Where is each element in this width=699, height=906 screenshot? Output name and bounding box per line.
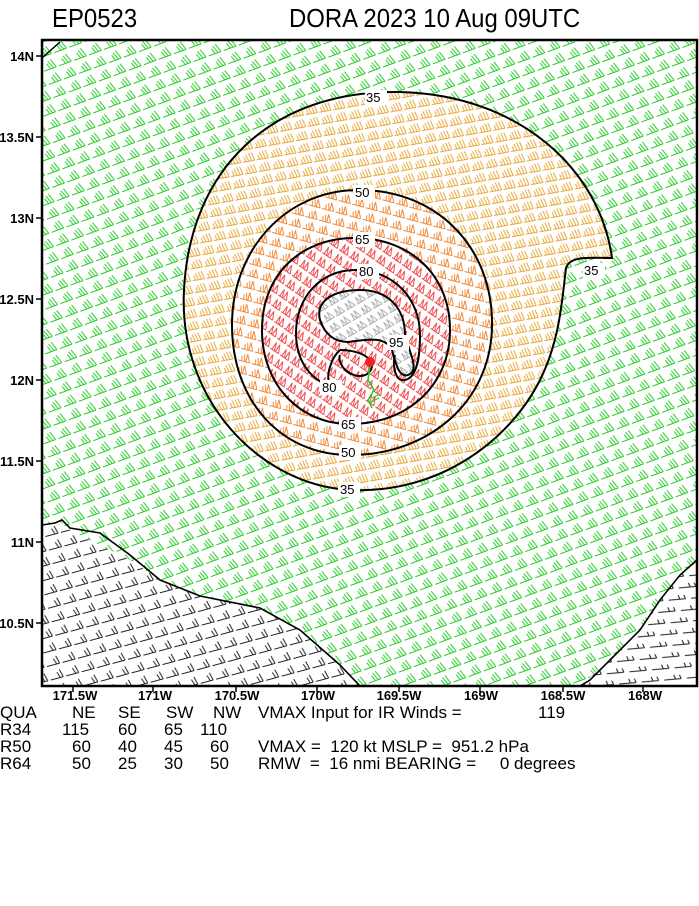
x-tick-171w: 171W [138,688,173,700]
label-65-top: 65 [355,232,369,247]
x-tick-170w: 170W [301,688,336,700]
value-ne: 50 [72,754,91,773]
y-tick-11n: 11N [11,535,34,550]
barbs-over-95kt-zone [319,290,414,376]
label-65-bottom: 65 [341,417,355,432]
y-tick-12n: 12N [10,373,34,388]
storm-center [365,357,381,409]
contour-95kt [318,288,415,377]
value-sw: 65 [164,720,183,739]
value-se: 40 [118,737,137,756]
label-35-right: 35 [584,263,598,278]
info-row-r50: R50 60 40 45 60 VMAX = 120 kt MSLP = 951… [0,737,529,756]
value-se: 25 [118,754,137,773]
x-tick-169-5w: 169.5W [377,688,423,700]
center-barb [367,364,375,409]
contour-34kt-boundary-sw [42,519,361,686]
header-nw: NW [213,703,242,722]
info-row-r64: R64 50 25 30 50 RMW = 16 nmi BEARING = 0… [0,754,575,773]
info-row-r34: R34 115 60 65 110 [0,720,227,739]
storm-id-title: EP0523 [52,3,138,33]
vmax-ir-value: 119 [538,703,566,722]
contour-corner-nw [42,41,61,59]
storm-center-marker [365,357,375,367]
contour-34kt-boundary-se [579,559,697,686]
row-label: R64 [0,754,32,773]
header-sw: SW [166,703,194,722]
contour-labels: 35 35 35 50 50 65 65 80 80 95 [320,90,605,497]
contour-80kt-eye [338,349,374,377]
label-95: 95 [389,335,403,350]
plot-frame [40,38,699,688]
header-qua: QUA [0,703,37,722]
row-label: R50 [0,737,32,756]
label-35-top: 35 [366,90,380,105]
label-80-bottom: 80 [322,380,336,395]
contour-80kt [294,269,422,386]
vmax-ir-label: VMAX Input for IR Winds = [258,703,462,722]
y-axis-ticks [36,55,42,624]
x-tick-169w: 169W [464,688,499,700]
value-sw: 30 [164,754,183,773]
row-label: R34 [0,720,32,739]
value-ne: 115 [62,720,90,739]
header-se: SE [118,703,141,722]
header-ne: NE [72,703,96,722]
y-tick-14n: 14N [10,49,34,64]
value-se: 60 [118,720,137,739]
y-axis-labels: 14N 13.5N 13N 12.5N 12N 11.5N 11N 10.5N [0,49,34,631]
label-50-top: 50 [355,185,369,200]
storm-name-date-title: DORA 2023 10 Aug 09UTC [289,3,581,33]
x-tick-168-5w: 168.5W [541,688,587,700]
label-80-top: 80 [359,264,373,279]
label-35-bottom: 35 [340,482,354,497]
wind-analysis-chart: 35 35 35 50 50 65 65 80 80 95 [0,38,699,700]
y-tick-11-5n: 11.5N [0,454,34,469]
barbs-weak-zone-sw [42,522,360,686]
y-tick-12-5n: 12.5N [0,292,34,307]
y-tick-13n: 13N [10,211,34,226]
x-tick-171-5w: 171.5W [53,688,99,700]
vmax-mslp-line: VMAX = 120 kt MSLP = 951.2 hPa [258,737,529,756]
label-50-bottom: 50 [341,445,355,460]
x-axis-ticks [72,686,644,692]
x-tick-170-5w: 170.5W [215,688,261,700]
value-ne: 60 [72,737,91,756]
info-header-row: QUA NE SE SW NW VMAX Input for IR Winds … [0,703,565,722]
value-nw: 110 [200,720,228,739]
value-nw: 60 [210,737,229,756]
x-tick-168w: 168W [628,688,663,700]
value-nw: 50 [210,754,229,773]
rmw-bearing-line: RMW = 16 nmi BEARING = 0 degrees [258,754,576,773]
x-axis-labels: 171.5W 171W 170.5W 170W 169.5W 169W 168.… [53,688,663,700]
contour-35kt [182,90,614,492]
value-sw: 45 [164,737,183,756]
y-tick-13-5n: 13.5N [0,130,34,145]
y-tick-10-5n: 10.5N [0,616,34,631]
